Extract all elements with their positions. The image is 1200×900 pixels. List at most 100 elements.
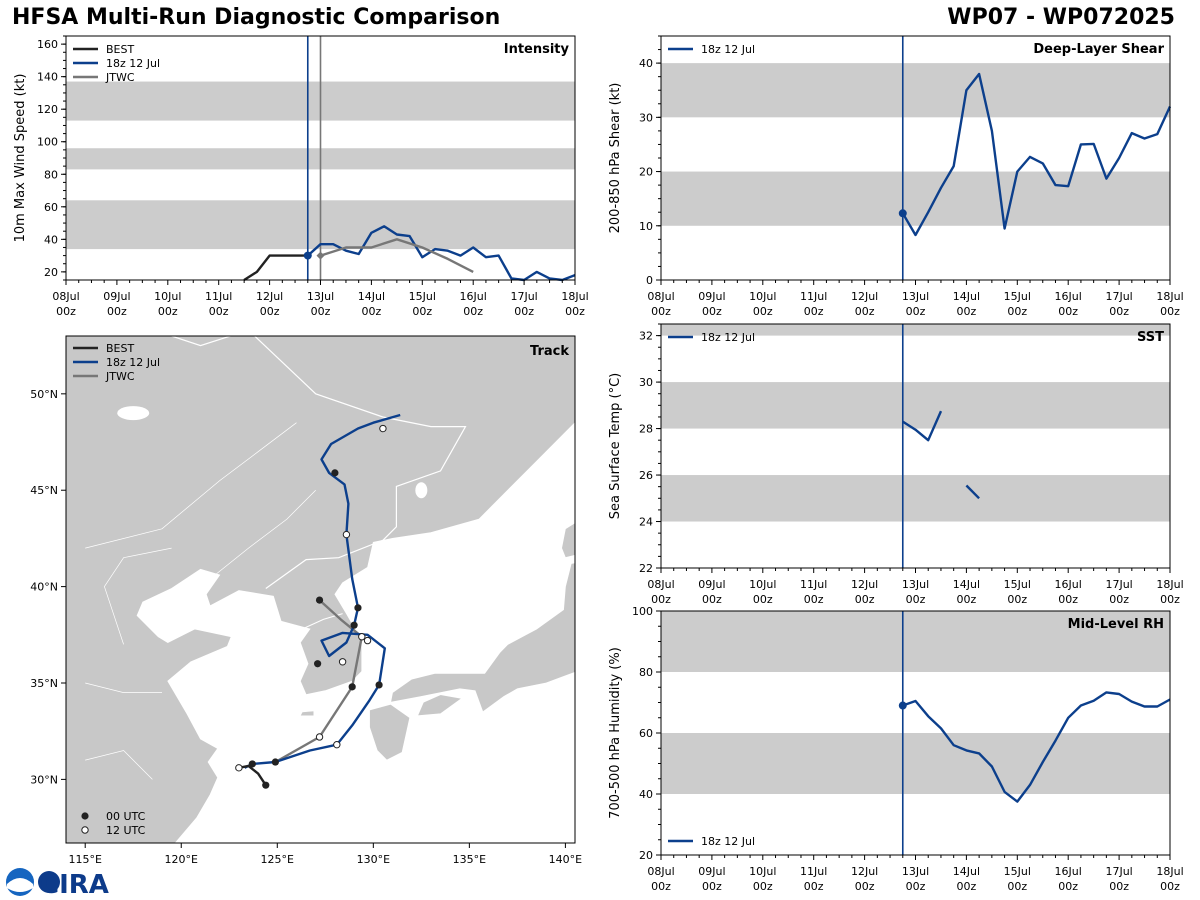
x-tick-hour: 00z (209, 305, 229, 318)
panel-title: SST (1137, 330, 1164, 345)
map-land-layer (66, 336, 575, 843)
y-tick-label: 80 (44, 168, 58, 181)
legend-label: 18z 12 Jul (106, 356, 160, 369)
x-tick-date: 13Jul (902, 865, 929, 878)
x-tick-date: 08Jul (647, 578, 674, 591)
map-lake-khanka (415, 482, 428, 499)
x-tick-date: 15Jul (409, 290, 436, 303)
noaa-wave-icon (7, 878, 33, 892)
x-tick-hour: 00z (702, 305, 722, 318)
panel-title: Mid-Level RH (1068, 617, 1164, 632)
x-tick-date: 09Jul (103, 290, 130, 303)
series-line-18z-12-jul (902, 410, 943, 442)
x-tick-date: 12Jul (851, 578, 878, 591)
shaded-band (661, 475, 1170, 522)
map-border-china-russia (171, 336, 467, 541)
panel-title: Intensity (504, 42, 570, 57)
x-tick-hour: 00z (906, 593, 926, 606)
track-marker-00utc (354, 604, 362, 612)
y-tick-label: 45°N (30, 484, 58, 497)
y-tick-label: 22 (639, 562, 653, 575)
x-tick-hour: 00z (906, 880, 926, 893)
y-tick-label: 50°N (30, 388, 58, 401)
cira-logo: CIRA (6, 868, 109, 900)
shaded-band (661, 171, 1170, 226)
y-tick-label: 20 (639, 849, 653, 862)
axes-frame (660, 323, 1171, 569)
x-tick-date: 18Jul (1156, 865, 1183, 878)
marker-legend-label: 12 UTC (106, 824, 146, 837)
marker-legend-swatch (81, 826, 89, 834)
y-tick-label: 100 (37, 136, 58, 149)
map-province-line (104, 547, 172, 645)
track-marker-00utc (271, 758, 279, 766)
x-tick-date: 17Jul (1105, 290, 1132, 303)
x-tick-hour: 00z (1160, 880, 1180, 893)
map-lake-hulun (117, 406, 150, 421)
x-tick-hour: 00z (463, 305, 483, 318)
x-tick-date: 14Jul (358, 290, 385, 303)
init-marker (316, 251, 325, 260)
y-tick-label: 26 (639, 469, 653, 482)
panel-title: Deep-Layer Shear (1033, 42, 1164, 57)
x-tick-hour: 00z (957, 305, 977, 318)
x-tick-date: 16Jul (1055, 290, 1082, 303)
x-tick-hour: 00z (1058, 305, 1078, 318)
y-tick-label: 160 (37, 38, 58, 51)
x-tick-hour: 00z (1058, 880, 1078, 893)
x-tick-hour: 00z (362, 305, 382, 318)
x-tick-label: 120°E (165, 853, 198, 866)
x-tick-hour: 00z (957, 880, 977, 893)
x-tick-date: 17Jul (510, 290, 537, 303)
init-marker (303, 251, 312, 260)
x-tick-hour: 00z (311, 305, 331, 318)
y-tick-label: 60 (639, 727, 653, 740)
shaded-band (661, 382, 1170, 429)
x-tick-date: 16Jul (1055, 578, 1082, 591)
y-tick-label: 40 (44, 233, 58, 246)
y-tick-label: 0 (646, 274, 653, 287)
track-marker-00utc (348, 683, 356, 691)
track-marker-00utc (315, 596, 324, 604)
marker-legend-swatch (81, 812, 89, 820)
x-tick-hour: 00z (804, 593, 824, 606)
x-tick-date: 15Jul (1004, 865, 1031, 878)
x-tick-date: 16Jul (1055, 865, 1082, 878)
legend-label: BEST (106, 43, 134, 56)
series-line-18z-12-jul (902, 691, 1171, 803)
cira-globe-icon (38, 871, 60, 893)
x-tick-hour: 00z (906, 305, 926, 318)
x-tick-hour: 00z (855, 305, 875, 318)
intensity-panel: 20 40 60 80 100 120 140 160 08Jul 00z 09Jul 00z 10Ju… (13, 35, 589, 318)
x-tick-date: 14Jul (953, 290, 980, 303)
x-tick-hour: 00z (651, 305, 671, 318)
x-tick-hour: 00z (56, 305, 76, 318)
x-tick-hour: 00z (651, 880, 671, 893)
track-line-best (238, 764, 267, 786)
x-tick-date: 14Jul (953, 865, 980, 878)
legend-label: BEST (106, 342, 134, 355)
y-tick-label: 80 (639, 666, 653, 679)
track-marker-12utc (379, 424, 387, 433)
x-tick-date: 13Jul (902, 578, 929, 591)
y-tick-label: 24 (639, 516, 653, 529)
track-line-jtwc (274, 599, 363, 764)
track-marker-12utc (338, 658, 347, 666)
y-tick-label: 60 (44, 201, 58, 214)
shear-panel: 0 10 20 30 40 08Jul 00z 09Jul 00z 10Jul 00z 11Jul 00… (608, 35, 1184, 318)
track-map-panel: 115°E 120°E 125°E 130°E 135°E 140°E 30°N 35°N 40… (30, 335, 582, 866)
y-tick-label: 40 (639, 788, 653, 801)
track-marker-12utc (315, 733, 324, 741)
y-tick-label: 20 (44, 266, 58, 279)
marker-legend-label: 00 UTC (106, 810, 146, 823)
page-title: HFSA Multi-Run Diagnostic Comparison (12, 5, 501, 30)
track-marker-12utc (333, 740, 341, 749)
y-axis-label: Sea Surface Temp (°C) (608, 373, 623, 520)
x-tick-date: 18Jul (1156, 578, 1183, 591)
y-tick-label: 30 (639, 376, 653, 389)
map-province-line (85, 422, 297, 549)
x-tick-date: 08Jul (647, 865, 674, 878)
x-tick-hour: 00z (1160, 593, 1180, 606)
track-marker-12utc (363, 636, 372, 645)
y-tick-label: 35°N (30, 677, 58, 690)
